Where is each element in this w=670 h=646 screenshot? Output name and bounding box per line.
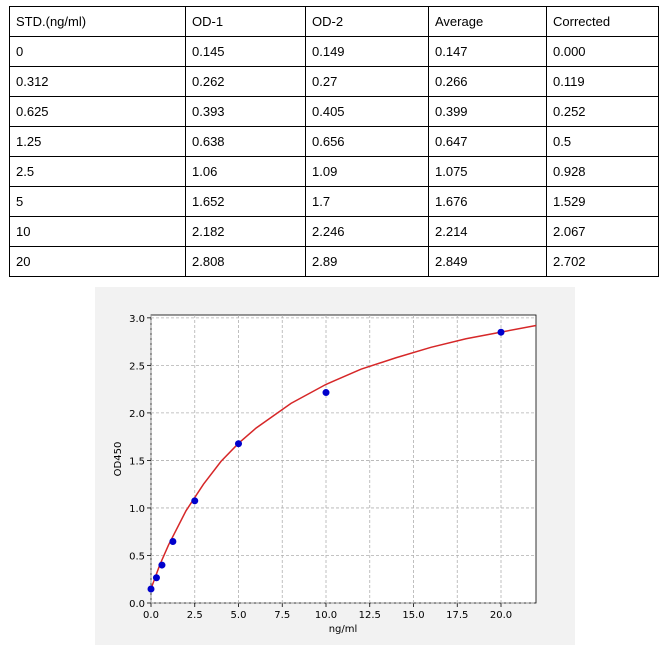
y-tick-label: 1.0 xyxy=(129,504,145,515)
table-cell: 0.647 xyxy=(428,126,547,157)
table-cell: 0.27 xyxy=(305,66,429,97)
table-cell: 0.266 xyxy=(428,66,547,97)
table-row: 0.625 0.393 0.405 0.399 0.252 xyxy=(9,96,659,127)
table-cell: 2.214 xyxy=(428,216,547,247)
table-cell: 2.5 xyxy=(9,156,186,187)
table-cell: 0.000 xyxy=(546,36,659,67)
table-cell: 1.676 xyxy=(428,186,547,217)
table-cell: 0.312 xyxy=(9,66,186,97)
x-axis-label: ng/ml xyxy=(329,624,358,635)
y-tick-label: 0.0 xyxy=(129,599,145,610)
table-cell: 10 xyxy=(9,216,186,247)
table-cell: Average xyxy=(428,6,547,37)
table-cell: 1.075 xyxy=(428,156,547,187)
table-row: 2.5 1.06 1.09 1.075 0.928 xyxy=(9,156,659,187)
data-point xyxy=(191,497,199,505)
data-table: STD.(ng/ml) OD-1 OD-2 Average Corrected 0 0.14… xyxy=(9,6,659,277)
table-cell: 0.656 xyxy=(305,126,429,157)
table-cell: 0.149 xyxy=(305,36,429,67)
table-cell: 20 xyxy=(9,246,186,277)
table-cell: 1.09 xyxy=(305,156,429,187)
x-tick-label: 10.0 xyxy=(315,610,337,621)
y-tick-label: 2.0 xyxy=(129,409,145,420)
table-cell: 5 xyxy=(9,186,186,217)
table-cell: 2.067 xyxy=(546,216,659,247)
fit-curve xyxy=(150,324,537,590)
table-cell: 2.808 xyxy=(185,246,306,277)
table-cell: 0.625 xyxy=(9,96,186,127)
table-cell: 0.145 xyxy=(185,36,306,67)
plot-area xyxy=(150,314,537,604)
data-point xyxy=(169,538,177,546)
y-tick-label: 0.5 xyxy=(129,551,145,562)
table-row: 20 2.808 2.89 2.849 2.702 xyxy=(9,246,659,277)
x-tick-label: 15.0 xyxy=(402,610,424,621)
table-header: STD.(ng/ml) OD-1 OD-2 Average Corrected xyxy=(9,6,659,37)
table-cell: 0.928 xyxy=(546,156,659,187)
table-cell: 2.849 xyxy=(428,246,547,277)
data-point xyxy=(152,574,160,582)
data-point xyxy=(497,328,505,336)
table-cell: 0.119 xyxy=(546,66,659,97)
table-cell: 0.147 xyxy=(428,36,547,67)
table-cell: 0.638 xyxy=(185,126,306,157)
y-axis-label: OD450 xyxy=(113,442,124,477)
table-cell: 2.246 xyxy=(305,216,429,247)
table-cell: 2.89 xyxy=(305,246,429,277)
table-row: 5 1.652 1.7 1.676 1.529 xyxy=(9,186,659,217)
table-cell: 0.405 xyxy=(305,96,429,127)
table-cell: 0.5 xyxy=(546,126,659,157)
x-tick-label: 20.0 xyxy=(490,610,512,621)
table-cell: 2.702 xyxy=(546,246,659,277)
table-row: 0.312 0.262 0.27 0.266 0.119 xyxy=(9,66,659,97)
x-tick-label: 7.5 xyxy=(274,610,290,621)
table-cell: 0.252 xyxy=(546,96,659,127)
table-cell: 1.652 xyxy=(185,186,306,217)
y-tick-label: 1.5 xyxy=(129,456,145,467)
x-tick-label: 2.5 xyxy=(187,610,203,621)
x-tick-label: 0.0 xyxy=(143,610,159,621)
table-cell: 1.7 xyxy=(305,186,429,217)
y-tick-label: 3.0 xyxy=(129,314,145,325)
x-tick-label: 5.0 xyxy=(231,610,247,621)
x-tick-label: 12.5 xyxy=(359,610,381,621)
table-cell: 0.393 xyxy=(185,96,306,127)
table-cell: 2.182 xyxy=(185,216,306,247)
table-cell: 0.399 xyxy=(428,96,547,127)
table-row: 10 2.182 2.246 2.214 2.067 xyxy=(9,216,659,247)
data-point xyxy=(322,389,330,397)
table-row: 0 0.145 0.149 0.147 0.000 xyxy=(9,36,659,67)
data-point xyxy=(147,585,155,593)
table-cell: STD.(ng/ml) xyxy=(9,6,186,37)
table-row: 1.25 0.638 0.656 0.647 0.5 xyxy=(9,126,659,157)
data-point xyxy=(158,561,166,569)
y-tick-label: 2.5 xyxy=(129,361,145,372)
table-cell: OD-2 xyxy=(305,6,429,37)
x-tick-label: 17.5 xyxy=(446,610,468,621)
table-cell: Corrected xyxy=(546,6,659,37)
table-cell: 1.25 xyxy=(9,126,186,157)
data-point xyxy=(235,440,242,448)
table-cell: 0 xyxy=(9,36,186,67)
table-cell: 1.529 xyxy=(546,186,659,217)
chart: ng/ml OD450 0.0 2.5 5.0 7.5 10.0 12.5 15.0 17.5… xyxy=(95,287,575,645)
table-cell: 1.06 xyxy=(185,156,306,187)
table-cell: OD-1 xyxy=(185,6,306,37)
table-cell: 0.262 xyxy=(185,66,306,97)
